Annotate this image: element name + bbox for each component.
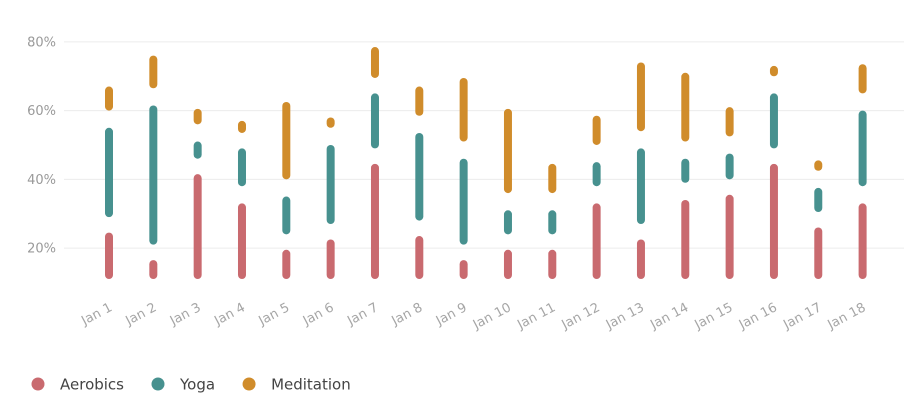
series-meditation: [105, 47, 867, 194]
x-tick-label: Jan 9: [433, 300, 470, 329]
bar-meditation: [769, 65, 778, 77]
series-aerobics: [105, 163, 867, 279]
y-axis: 20% 40% 60% 80%: [27, 35, 56, 256]
legend-marker: [151, 377, 165, 391]
y-tick-label: 60%: [27, 104, 56, 119]
x-tick-label: Jan 8: [389, 300, 426, 329]
bar-meditation: [636, 62, 645, 132]
legend-label: Aerobics: [60, 376, 124, 394]
bar-meditation: [282, 102, 291, 180]
bar-aerobics: [282, 249, 291, 279]
bar-yoga: [592, 162, 601, 187]
bar-aerobics: [193, 174, 202, 279]
x-tick-label: Jan 2: [123, 300, 160, 329]
grid-layer: [64, 41, 904, 249]
x-tick-label: Jan 17: [780, 300, 824, 333]
bar-aerobics: [503, 249, 512, 279]
bar-aerobics: [858, 203, 867, 279]
x-tick-label: Jan 7: [344, 300, 381, 329]
bar-yoga: [459, 158, 468, 245]
x-tick-label: Jan 6: [300, 300, 337, 329]
bar-meditation: [326, 117, 335, 128]
bar-aerobics: [370, 163, 379, 279]
bar-yoga: [105, 127, 113, 218]
bar-meditation: [105, 86, 113, 111]
bar-aerobics: [149, 260, 158, 279]
x-tick-label: Jan 12: [559, 300, 603, 333]
bar-yoga: [769, 93, 778, 149]
y-tick-label: 40%: [27, 173, 56, 188]
bar-yoga: [415, 132, 424, 221]
bar-aerobics: [725, 194, 734, 279]
bar-aerobics: [636, 239, 645, 279]
x-tick-label: Jan 1: [78, 300, 115, 329]
bar-meditation: [592, 115, 601, 145]
bar-meditation: [370, 47, 379, 78]
bar-yoga: [193, 141, 202, 159]
legend-marker: [31, 377, 45, 391]
bar-aerobics: [459, 260, 468, 279]
x-tick-label: Jan 11: [514, 300, 558, 333]
bars-layer: [105, 47, 867, 279]
bar-yoga: [636, 148, 645, 225]
bar-aerobics: [326, 239, 335, 279]
bar-aerobics: [681, 199, 690, 279]
legend-item-aerobics[interactable]: Aerobics: [31, 376, 125, 394]
x-axis: Jan 1 Jan 2 Jan 3 Jan 4 Jan 5 Jan 6 Jan 7 Jan 8…: [78, 300, 868, 333]
bar-meditation: [193, 108, 202, 125]
bar-yoga: [237, 148, 246, 187]
x-tick-label: Jan 16: [736, 300, 780, 333]
bar-aerobics: [415, 236, 424, 279]
bar-meditation: [681, 72, 690, 142]
legend-label: Yoga: [179, 376, 215, 394]
bar-yoga: [858, 110, 867, 187]
x-tick-label: Jan 5: [256, 300, 293, 329]
bar-yoga: [370, 93, 379, 149]
bar-aerobics: [814, 227, 823, 279]
legend-marker: [242, 377, 256, 391]
legend: Aerobics Yoga Meditation: [31, 376, 351, 394]
bar-meditation: [149, 55, 158, 89]
bar-meditation: [503, 108, 512, 194]
x-tick-label: Jan 4: [211, 300, 248, 329]
bar-aerobics: [592, 203, 601, 279]
legend-item-yoga[interactable]: Yoga: [151, 376, 216, 394]
bar-meditation: [459, 77, 468, 142]
x-tick-label: Jan 15: [692, 300, 736, 333]
legend-item-meditation[interactable]: Meditation: [242, 376, 351, 394]
bar-yoga: [282, 196, 291, 235]
x-tick-label: Jan 14: [647, 300, 691, 333]
bar-yoga: [149, 105, 158, 245]
bar-yoga: [681, 158, 690, 183]
legend-label: Meditation: [271, 376, 351, 394]
bar-aerobics: [105, 232, 113, 279]
x-tick-label: Jan 3: [167, 300, 204, 329]
y-tick-label: 80%: [27, 35, 56, 50]
y-tick-label: 20%: [27, 242, 56, 257]
bar-aerobics: [548, 249, 557, 279]
bar-meditation: [725, 107, 734, 137]
bar-meditation: [237, 120, 246, 133]
bar-meditation: [415, 86, 424, 116]
series-yoga: [105, 93, 867, 245]
bar-meditation: [548, 163, 557, 194]
bar-yoga: [725, 153, 734, 180]
bar-yoga: [326, 144, 335, 225]
bar-yoga: [814, 187, 823, 212]
bar-aerobics: [769, 163, 778, 279]
x-tick-label: Jan 10: [470, 300, 514, 333]
bar-yoga: [548, 210, 557, 235]
x-tick-label: Jan 18: [825, 300, 869, 333]
bar-meditation: [814, 160, 823, 171]
x-tick-label: Jan 13: [603, 300, 647, 333]
bar-aerobics: [237, 203, 246, 279]
bar-yoga: [503, 210, 512, 235]
bar-meditation: [858, 64, 867, 94]
